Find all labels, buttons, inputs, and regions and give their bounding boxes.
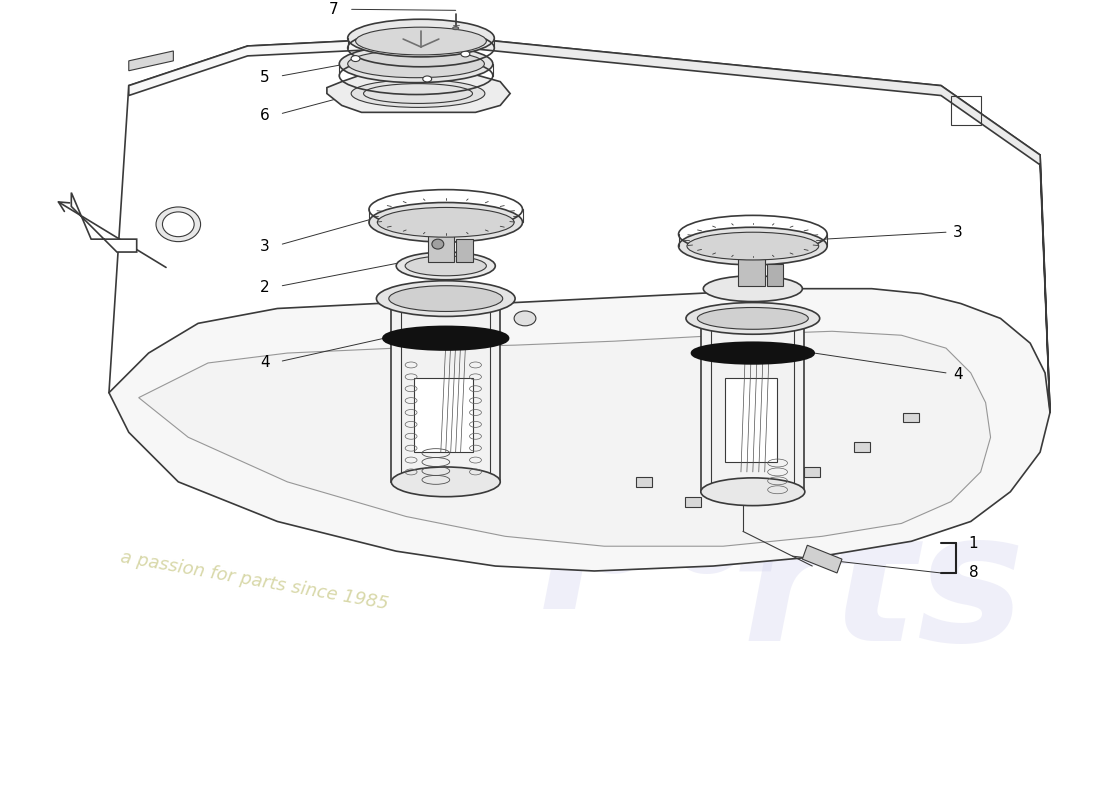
Text: 3: 3 xyxy=(953,225,962,240)
Polygon shape xyxy=(129,36,446,95)
Ellipse shape xyxy=(703,276,802,302)
Bar xyxy=(854,442,870,452)
Ellipse shape xyxy=(405,256,486,276)
Bar xyxy=(903,413,920,422)
Bar xyxy=(636,477,652,486)
Polygon shape xyxy=(392,303,500,482)
Ellipse shape xyxy=(701,478,805,506)
Ellipse shape xyxy=(384,327,508,349)
Ellipse shape xyxy=(514,311,536,326)
Ellipse shape xyxy=(348,19,494,57)
Text: pa: pa xyxy=(544,434,795,610)
Ellipse shape xyxy=(686,302,820,334)
Ellipse shape xyxy=(688,232,818,260)
Text: 3: 3 xyxy=(260,238,270,254)
Polygon shape xyxy=(428,232,453,262)
Polygon shape xyxy=(738,259,764,286)
Polygon shape xyxy=(767,264,782,286)
Ellipse shape xyxy=(432,239,443,249)
Ellipse shape xyxy=(348,50,484,78)
Ellipse shape xyxy=(376,281,515,317)
Polygon shape xyxy=(455,239,473,262)
Polygon shape xyxy=(327,74,510,112)
Text: 2: 2 xyxy=(260,280,270,295)
Text: 4: 4 xyxy=(953,367,962,382)
Text: 5: 5 xyxy=(260,70,270,85)
Polygon shape xyxy=(802,546,842,573)
Text: 4: 4 xyxy=(260,355,270,370)
Ellipse shape xyxy=(388,286,503,311)
Polygon shape xyxy=(109,289,1050,571)
Text: 6: 6 xyxy=(260,108,270,123)
Bar xyxy=(735,486,751,497)
Ellipse shape xyxy=(692,343,813,363)
Bar xyxy=(725,378,777,462)
Ellipse shape xyxy=(377,207,514,237)
Ellipse shape xyxy=(351,55,360,62)
Bar xyxy=(685,497,702,506)
Ellipse shape xyxy=(396,252,495,280)
Polygon shape xyxy=(72,193,136,252)
Bar xyxy=(414,378,473,452)
Ellipse shape xyxy=(422,76,431,82)
Polygon shape xyxy=(446,36,1050,413)
Ellipse shape xyxy=(679,227,827,265)
Ellipse shape xyxy=(368,202,522,242)
Text: eu: eu xyxy=(148,294,399,470)
Ellipse shape xyxy=(392,467,500,497)
Text: 7: 7 xyxy=(329,2,339,17)
Ellipse shape xyxy=(156,207,200,242)
Text: a passion for parts since 1985: a passion for parts since 1985 xyxy=(119,549,389,614)
Polygon shape xyxy=(139,331,991,546)
Ellipse shape xyxy=(453,26,459,30)
Polygon shape xyxy=(702,323,804,492)
Text: 8: 8 xyxy=(969,566,978,581)
Text: 1: 1 xyxy=(969,536,978,550)
Text: ro: ro xyxy=(346,364,560,540)
Polygon shape xyxy=(129,51,174,70)
Ellipse shape xyxy=(351,80,485,107)
Bar xyxy=(804,467,821,477)
Ellipse shape xyxy=(461,51,470,57)
Text: rts: rts xyxy=(742,503,1025,679)
Ellipse shape xyxy=(355,27,486,55)
Ellipse shape xyxy=(339,45,493,82)
Ellipse shape xyxy=(697,307,808,330)
Ellipse shape xyxy=(163,212,195,237)
